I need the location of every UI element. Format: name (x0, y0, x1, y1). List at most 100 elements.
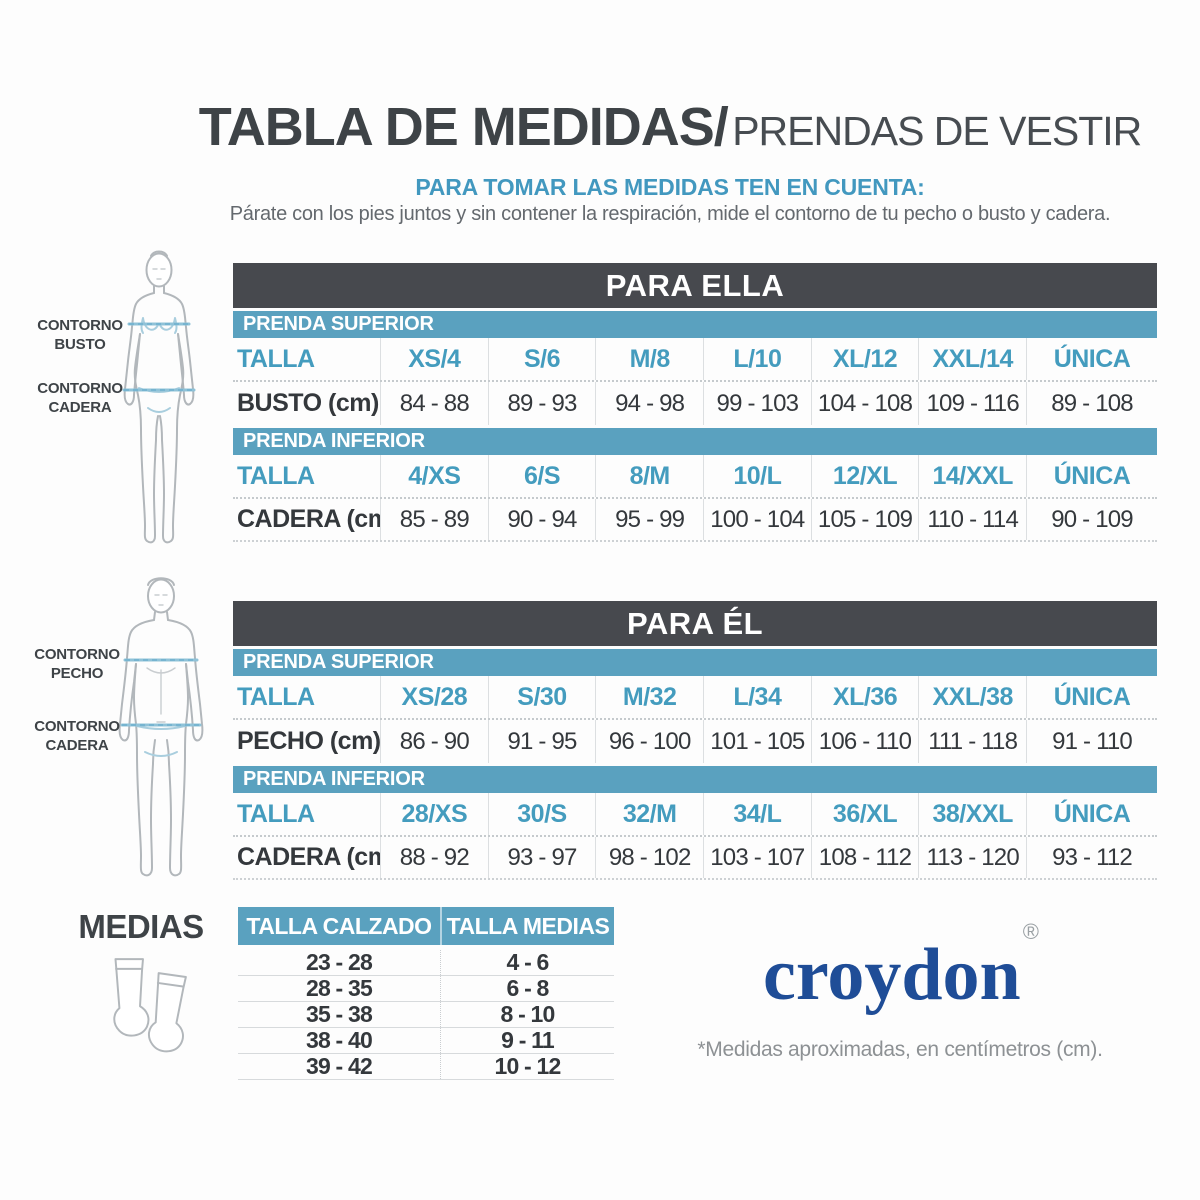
size-cell: XXL/14 (919, 338, 1028, 380)
size-cell: S/30 (489, 676, 597, 718)
instructions-text: Párate con los pies juntos y sin contene… (229, 203, 1111, 225)
sock-size-cell: 8 - 10 (440, 1001, 614, 1027)
page-title-main: TABLA DE MEDIDAS/ (198, 97, 729, 157)
size-cell: XS/28 (381, 676, 489, 718)
measure-row-label: PECHO (cm) (233, 720, 381, 763)
socks-table-row: 23 - 28 4 - 6 (238, 949, 614, 976)
size-cell: ÚNICA (1053, 461, 1131, 490)
measure-cell: 99 - 103 (704, 382, 812, 425)
size-cell: XL/36 (812, 676, 920, 718)
male-figure-illustration (118, 577, 204, 877)
size-cell: M/8 (596, 338, 705, 380)
women-top-garment-section: PRENDA SUPERIOR (233, 311, 1157, 338)
shoe-size-cell: 28 - 35 (305, 975, 373, 1001)
women-top-size-row: TALLA XS/4 S/6 M/8 L/10 XL/12 XXL/14 ÚNI… (233, 338, 1157, 380)
measure-cell: 105 - 109 (812, 499, 920, 540)
size-row-label: TALLA (233, 455, 381, 497)
size-cell: L/34 (704, 676, 812, 718)
size-cell: 28/XS (381, 793, 489, 835)
shoe-size-cell: 35 - 38 (305, 1001, 373, 1027)
page-title-sub: PRENDAS DE VESTIR (732, 108, 1142, 154)
measure-cell: 90 - 94 (489, 499, 597, 540)
size-cell: L/10 (704, 338, 812, 380)
socks-table-header: TALLA CALZADO TALLA MEDIAS (238, 907, 614, 945)
size-cell: XXL/38 (919, 676, 1028, 718)
socks-section-title: MEDIAS (78, 908, 204, 945)
measure-cell: 95 - 99 (596, 499, 705, 540)
measure-cell: 106 - 110 (812, 720, 920, 763)
size-cell: XS/4 (381, 338, 489, 380)
measure-cell: 108 - 112 (812, 837, 920, 878)
size-cell: 8/M (596, 455, 705, 497)
men-bottom-size-row: TALLA 28/XS 30/S 32/M 34/L 36/XL 38/XXL … (233, 793, 1157, 835)
measure-row-label: BUSTO (cm) (233, 382, 381, 425)
measure-cell: 86 - 90 (381, 720, 489, 763)
shoe-size-cell: 38 - 40 (305, 1027, 373, 1053)
socks-table-row: 38 - 40 9 - 11 (238, 1027, 614, 1054)
socks-table-row: 39 - 42 10 - 12 (238, 1053, 614, 1080)
women-size-table: PARA ELLA PRENDA SUPERIOR TALLA XS/4 S/6… (233, 263, 1157, 542)
measure-cell: 103 - 107 (704, 837, 812, 878)
size-cell: 36/XL (812, 793, 920, 835)
socks-size-table: TALLA CALZADO TALLA MEDIAS 23 - 28 4 - 6… (238, 907, 614, 1080)
measure-cell: 111 - 118 (919, 720, 1028, 763)
measure-cell: 85 - 89 (381, 499, 489, 540)
men-bottom-garment-section: PRENDA INFERIOR (233, 766, 1157, 793)
measure-cell: 91 - 95 (489, 720, 597, 763)
men-table-title: PARA ÉL (233, 601, 1157, 646)
brand-logo: croydon® (640, 921, 1160, 1012)
measure-cell: 90 - 109 (1051, 505, 1133, 533)
women-bottom-size-row: TALLA 4/XS 6/S 8/M 10/L 12/XL 14/XXL ÚNI… (233, 455, 1157, 497)
size-cell: 38/XXL (919, 793, 1028, 835)
measure-cell: 98 - 102 (596, 837, 705, 878)
shoe-size-cell: 23 - 28 (305, 949, 373, 975)
measure-cell: 100 - 104 (704, 499, 812, 540)
size-cell: S/6 (489, 338, 597, 380)
men-chest-row: PECHO (cm) 86 - 90 91 - 95 96 - 100 101 … (233, 718, 1157, 763)
socks-table-body: 23 - 28 4 - 6 28 - 35 6 - 8 35 - 38 8 - … (238, 949, 614, 1080)
page-title: TABLA DE MEDIDAS/ PRENDAS DE VESTIR (140, 96, 1200, 158)
size-cell: ÚNICA (1053, 799, 1131, 828)
women-table-title: PARA ELLA (233, 263, 1157, 308)
size-cell: 10/L (704, 455, 812, 497)
women-bust-row: BUSTO (cm) 84 - 88 89 - 93 94 - 98 99 - … (233, 380, 1157, 425)
female-hip-label: CONTORNO CADERA (37, 380, 123, 416)
socks-icon (113, 958, 187, 1053)
size-cell: 6/S (489, 455, 597, 497)
men-top-garment-section: PRENDA SUPERIOR (233, 649, 1157, 676)
shoe-size-cell: 39 - 42 (305, 1053, 373, 1079)
socks-table-row: 28 - 35 6 - 8 (238, 975, 614, 1002)
measure-cell: 101 - 105 (704, 720, 812, 763)
size-cell: 30/S (489, 793, 597, 835)
measurements-footnote: *Medidas aproximadas, en centímetros (cm… (697, 1038, 1103, 1061)
sock-size-cell: 6 - 8 (440, 975, 614, 1001)
men-hip-row: CADERA (cm) 88 - 92 93 - 97 98 - 102 103… (233, 835, 1157, 880)
measure-cell: 110 - 114 (919, 499, 1028, 540)
measure-cell: 84 - 88 (381, 382, 489, 425)
measure-cell: 94 - 98 (596, 382, 705, 425)
brand-wordmark: croydon (763, 934, 1021, 1016)
sock-size-cell: 10 - 12 (440, 1053, 614, 1079)
female-figure-illustration (122, 250, 196, 544)
measure-row-label: CADERA (cm) (233, 837, 381, 878)
measure-cell: 93 - 97 (489, 837, 597, 878)
size-cell: 34/L (704, 793, 812, 835)
measure-cell: 93 - 112 (1052, 843, 1133, 871)
size-row-label: TALLA (233, 793, 381, 835)
size-cell: 32/M (596, 793, 705, 835)
shoe-size-column-header: TALLA CALZADO (246, 912, 432, 939)
socks-table-row: 35 - 38 8 - 10 (238, 1001, 614, 1028)
measure-cell: 89 - 108 (1051, 389, 1133, 417)
measure-cell: 88 - 92 (381, 837, 489, 878)
men-size-table: PARA ÉL PRENDA SUPERIOR TALLA XS/28 S/30… (233, 601, 1157, 880)
size-cell: XL/12 (812, 338, 920, 380)
size-cell: ÚNICA (1053, 682, 1131, 711)
male-hip-label: CONTORNO CADERA (34, 718, 120, 754)
women-bottom-garment-section: PRENDA INFERIOR (233, 428, 1157, 455)
size-cell: 14/XXL (919, 455, 1028, 497)
measure-cell: 113 - 120 (919, 837, 1028, 878)
measure-cell: 91 - 110 (1052, 727, 1133, 755)
sock-size-cell: 9 - 11 (440, 1027, 614, 1053)
male-chest-label: CONTORNO PECHO (34, 646, 120, 682)
